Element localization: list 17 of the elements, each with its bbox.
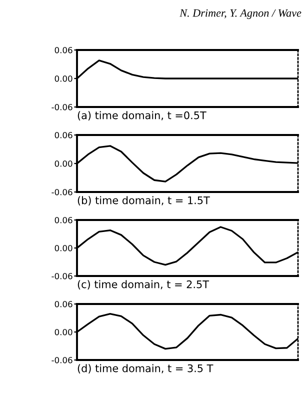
x-axis-title: (d) time domain, t = 3.5 T [78, 364, 214, 374]
y-tick-label: 0.00 [54, 244, 72, 252]
y-tick-label: 0.06 [54, 216, 72, 224]
y-tick-label: -0.06 [52, 104, 72, 110]
x-axis-title: (b) time domain, t = 1.5T [78, 196, 210, 206]
x-axis-title: (c) time domain, t = 2.5T [78, 280, 210, 290]
y-tick-label: 0.00 [54, 160, 72, 167]
y-tick-label: 0.00 [54, 328, 72, 336]
y-tick-label: 0.06 [54, 132, 72, 138]
y-tick-label: -0.06 [52, 272, 72, 280]
y-tick-label: 0.00 [54, 75, 72, 82]
y-tick-label: 0.06 [54, 300, 72, 308]
x-axis-title: (a) time domain, t =0.5T [78, 111, 206, 120]
text: N. Drimer, Y. Agnon / Wave [180, 9, 302, 20]
y-tick-label: -0.06 [52, 188, 72, 196]
y-tick-label: 0.06 [54, 46, 72, 54]
y-tick-label: -0.06 [52, 356, 72, 364]
